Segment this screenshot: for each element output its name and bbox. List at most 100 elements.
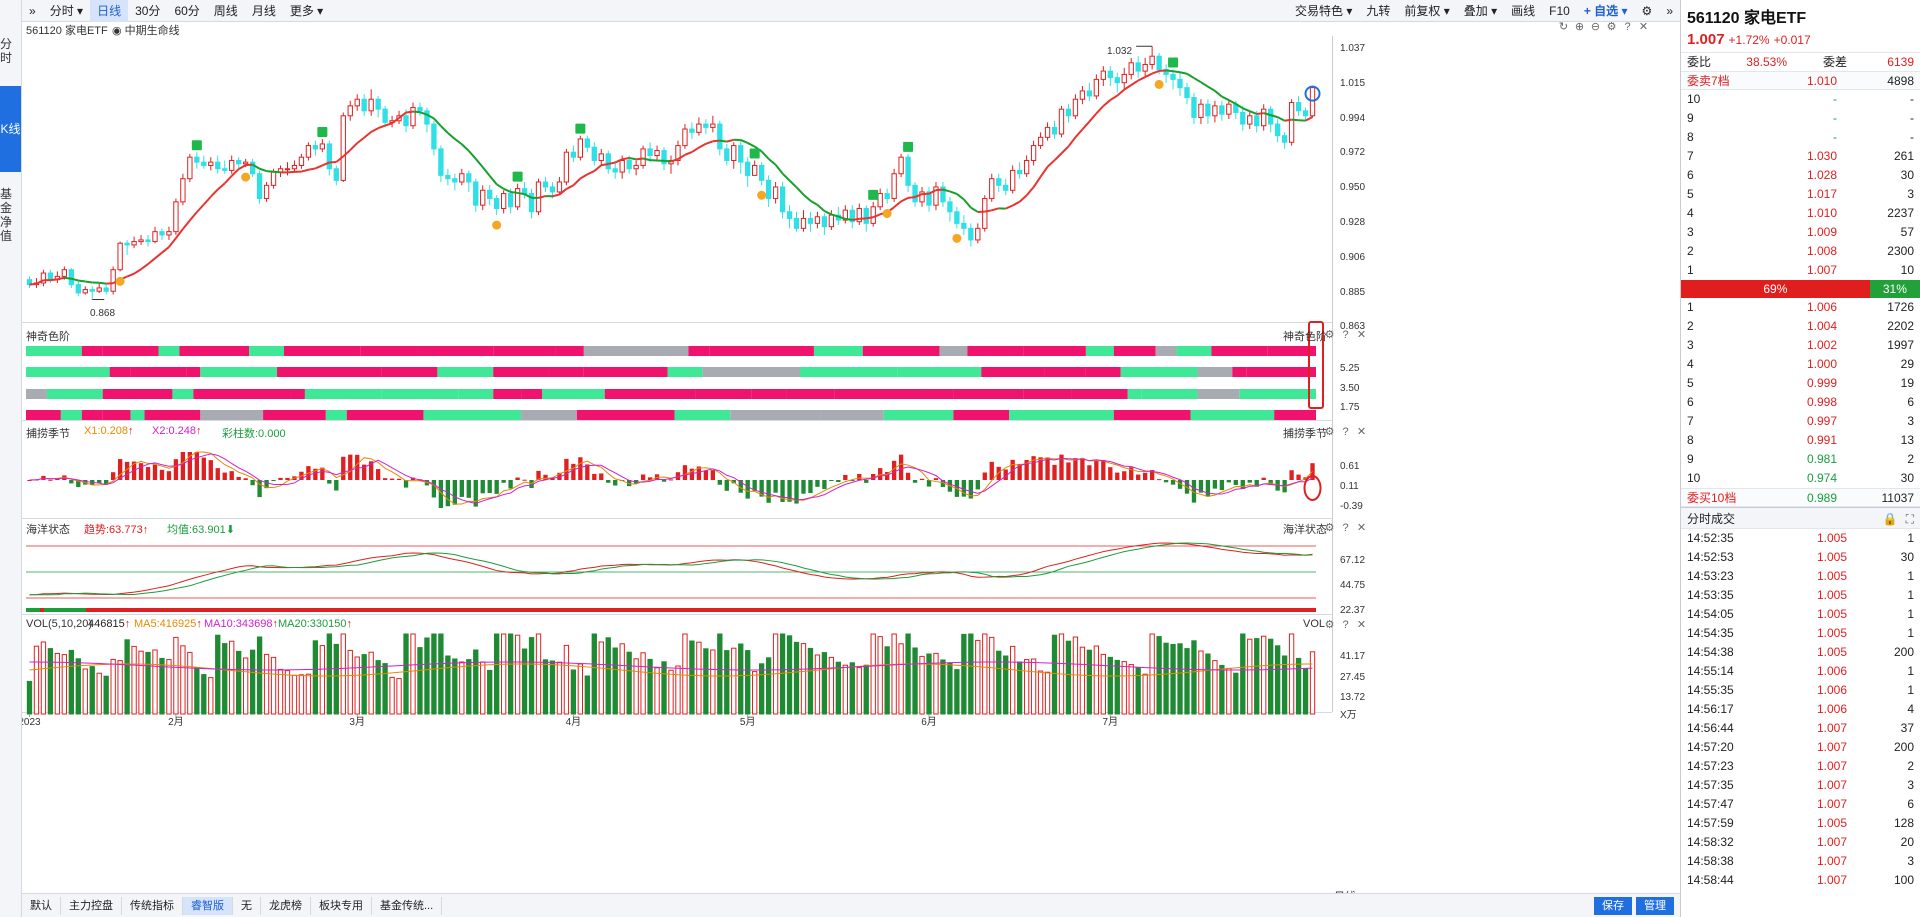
volume-bar <box>1240 633 1246 715</box>
tab-intraday[interactable]: 分时 <box>0 28 21 74</box>
tb-intraday-button[interactable]: 分时 ▾ <box>49 3 84 18</box>
color-band-seg <box>290 389 305 399</box>
panel5-help-icon[interactable]: ? <box>1342 619 1349 631</box>
candle-body <box>1205 103 1211 117</box>
btab-main-control[interactable]: 主力控盘 <box>61 896 122 915</box>
tb-adjust-button[interactable]: 前复权 ▾ <box>1404 3 1450 18</box>
color-band-seg <box>800 389 835 399</box>
buy-level-row[interactable]: 8 0.991 13 <box>1681 431 1920 450</box>
zoom-in-icon[interactable]: ⊕ <box>1574 21 1585 33</box>
btab-dragon-tiger[interactable]: 龙虎榜 <box>261 896 311 915</box>
zoom-out-icon[interactable]: ⊖ <box>1590 21 1601 33</box>
lock-icon[interactable]: 🔒 <box>1882 512 1898 526</box>
buy-level-row[interactable]: 7 0.997 3 <box>1681 412 1920 431</box>
buy-level-row[interactable]: 6 0.998 6 <box>1681 393 1920 412</box>
tb-overlay-button[interactable]: 叠加 ▾ <box>1463 3 1498 18</box>
volume-bar <box>452 658 458 715</box>
tb-weekly-button[interactable]: 周线 <box>213 3 238 18</box>
close-icon[interactable]: ✕ <box>1638 21 1649 33</box>
buy-level-row[interactable]: 1 1.006 1726 <box>1681 298 1920 317</box>
btab-sector[interactable]: 板块专用 <box>311 896 372 915</box>
sell-level-row[interactable]: 5 1.017 3 <box>1681 185 1920 204</box>
btab-default[interactable]: 默认 <box>22 896 61 915</box>
tb-30min-button[interactable]: 30分 <box>135 3 161 18</box>
panel4-help-icon[interactable]: ? <box>1342 522 1349 534</box>
tb-daily-button[interactable]: 日线 <box>90 0 129 22</box>
y-tick-label: 1.75 <box>1340 402 1360 413</box>
sell-level-row[interactable]: 9 - - <box>1681 109 1920 128</box>
panel5-settings-icon[interactable]: ⚙ <box>1324 619 1335 631</box>
life-line-seg <box>468 150 477 160</box>
volume-bar <box>814 654 821 715</box>
tb-more-button[interactable]: 更多 ▾ <box>289 3 324 18</box>
life-line-seg <box>481 166 491 177</box>
x-axis-label: 4月 <box>566 716 582 728</box>
tb-draw-button[interactable]: 画线 <box>1511 3 1536 18</box>
btab-smart[interactable]: 睿智版 <box>183 896 233 915</box>
life-line-seg <box>586 170 595 176</box>
panel4-settings-icon[interactable]: ⚙ <box>1324 522 1335 534</box>
season-bar <box>1115 472 1120 480</box>
sell-level-row[interactable]: 2 1.008 2300 <box>1681 242 1920 261</box>
season-bar <box>389 478 395 480</box>
sell-level-row[interactable]: 3 1.009 57 <box>1681 223 1920 242</box>
level-vol: 6 <box>1907 395 1914 409</box>
refresh-icon[interactable]: ↻ <box>1558 21 1569 33</box>
btab-fund-traditional[interactable]: 基金传统... <box>372 896 443 915</box>
season-bar <box>1261 477 1266 480</box>
tb-expand-icon[interactable]: » <box>1666 3 1673 18</box>
season-bar <box>466 480 471 498</box>
panel2-help-icon[interactable]: ? <box>1342 329 1349 341</box>
level-price: - <box>1833 92 1837 106</box>
buy-level-row[interactable]: 4 1.000 29 <box>1681 355 1920 374</box>
tb-f10-button[interactable]: F10 <box>1549 3 1570 18</box>
sell-level-row[interactable]: 6 1.028 30 <box>1681 166 1920 185</box>
save-button[interactable]: 保存 <box>1594 896 1632 915</box>
help-icon[interactable]: ? <box>1624 21 1631 33</box>
buy-level-row[interactable]: 5 0.999 19 <box>1681 374 1920 393</box>
sell-level-row[interactable]: 4 1.010 2237 <box>1681 204 1920 223</box>
buy-level-row[interactable]: 2 1.004 2202 <box>1681 317 1920 336</box>
tb-60min-button[interactable]: 60分 <box>174 3 200 18</box>
tb-add-watchlist-button[interactable]: + 自选 ▾ <box>1583 3 1628 18</box>
sell-level-row[interactable]: 7 1.030 261 <box>1681 147 1920 166</box>
candle-body <box>326 143 332 170</box>
panel2-settings-icon[interactable]: ⚙ <box>1324 329 1335 341</box>
sell-level-row[interactable]: 1 1.007 10 <box>1681 261 1920 280</box>
life-line-seg <box>984 209 992 213</box>
tb-trade-feature-button[interactable]: 交易特色 ▾ <box>1295 3 1353 18</box>
ocean-status-bar <box>26 608 1316 612</box>
expand-icon[interactable]: ⛶ <box>1905 512 1914 526</box>
tab-fund-nav[interactable]: 基金净值 <box>0 180 21 250</box>
buy-level-row[interactable]: 10 0.974 30 <box>1681 469 1920 488</box>
tick-row: 14:57:35 1.007 3 <box>1681 776 1920 795</box>
panel3-close-icon[interactable]: ✕ <box>1356 426 1367 438</box>
panel3-settings-icon[interactable]: ⚙ <box>1324 426 1335 438</box>
season-bar <box>320 467 325 480</box>
main-indicator-select[interactable]: ◉ 中期生命线 <box>112 25 180 37</box>
candle-body <box>598 153 604 161</box>
panel5-close-icon[interactable]: ✕ <box>1356 619 1367 631</box>
collapse-icon[interactable]: » <box>29 3 36 18</box>
tick-time: 14:57:47 <box>1687 797 1734 811</box>
tb-gear-icon[interactable]: ⚙ <box>1641 3 1653 18</box>
settings-icon[interactable]: ⚙ <box>1606 21 1617 33</box>
candle-body <box>800 217 807 229</box>
buy-level-row[interactable]: 3 1.002 1997 <box>1681 336 1920 355</box>
tb-jiuzhuan-button[interactable]: 九转 <box>1366 3 1391 18</box>
btab-traditional[interactable]: 传统指标 <box>122 896 183 915</box>
panel4-close-icon[interactable]: ✕ <box>1356 522 1367 534</box>
sell-level-row[interactable]: 8 - - <box>1681 128 1920 147</box>
panel2-close-icon[interactable]: ✕ <box>1356 329 1367 341</box>
btab-none[interactable]: 无 <box>233 896 261 915</box>
manage-button[interactable]: 管理 <box>1636 896 1674 915</box>
sell-level-row[interactable]: 10 - - <box>1681 90 1920 109</box>
panel3-help-icon[interactable]: ? <box>1342 426 1349 438</box>
tab-kline[interactable]: K线 <box>0 86 21 172</box>
volume-bar <box>1226 667 1232 715</box>
buy-level-row[interactable]: 9 0.981 2 <box>1681 450 1920 469</box>
tb-monthly-button[interactable]: 月线 <box>251 3 276 18</box>
candle-body <box>1184 87 1190 99</box>
tick-time: 14:53:35 <box>1687 588 1734 602</box>
